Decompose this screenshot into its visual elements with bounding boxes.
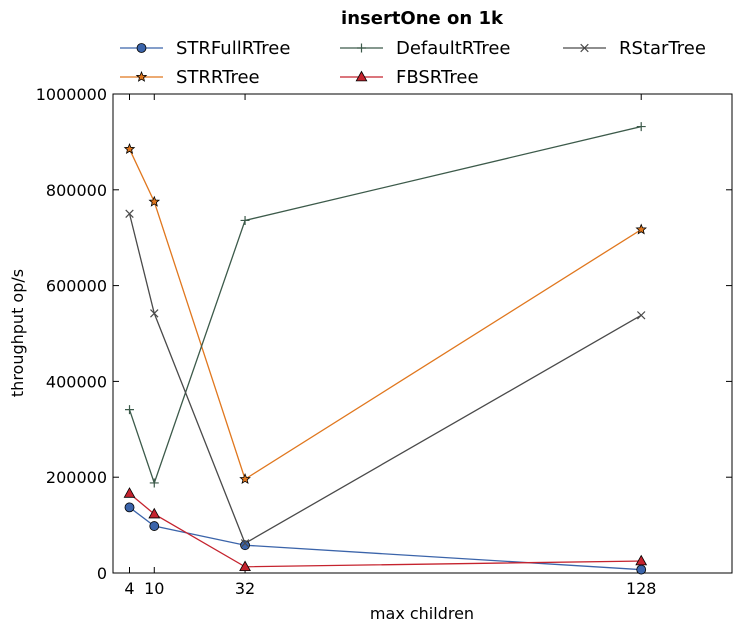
y-axis-label: throughput op/s	[8, 269, 27, 397]
legend-item-strfullrtree: STRFullRTree	[120, 38, 290, 59]
legend-marker	[357, 43, 366, 53]
data-point-fbsrtree	[148, 507, 161, 519]
legend: STRFullRTree STRRTree DefaultRTree FBSRTree…	[120, 38, 706, 88]
plot-area: 4 10 32 128 0 200000 400000 600000 800000 100000…	[36, 85, 733, 598]
x-axis: 4 10 32 128	[124, 94, 656, 598]
series-lines	[128, 125, 642, 571]
series-line-strfullrtree	[129, 506, 642, 571]
y-tick-label: 800000	[46, 181, 107, 200]
legend-label: RStarTree	[619, 38, 706, 59]
legend-label: DefaultRTree	[396, 38, 510, 59]
series-line-fbsrtree	[129, 492, 642, 568]
data-point-strrtree	[123, 143, 136, 155]
y-tick-label: 1000000	[36, 85, 107, 104]
x-axis-label: max children	[370, 604, 474, 623]
y-tick-label: 400000	[46, 372, 107, 391]
data-point-fbsrtree	[635, 554, 648, 566]
data-point-strfullrtree	[240, 540, 250, 551]
data-point-defaultrtree	[240, 215, 250, 225]
y-tick-label: 200000	[46, 468, 107, 487]
legend-label: STRRTree	[176, 67, 260, 88]
x-tick-label: 4	[124, 579, 134, 598]
x-tick-label: 32	[235, 579, 255, 598]
data-point-strrtree	[148, 195, 161, 207]
data-point-defaultrtree	[636, 122, 646, 132]
data-point-strrtree	[635, 223, 647, 235]
data-point-defaultrtree	[149, 478, 159, 488]
y-axis: 0 200000 400000 600000 800000 1000000	[36, 85, 732, 583]
x-tick-label: 128	[626, 579, 657, 598]
data-point-strfullrtree	[149, 521, 160, 531]
legend-label: STRFullRTree	[176, 38, 290, 59]
data-point-fbsrtree	[123, 487, 136, 498]
data-point-defaultrtree	[125, 405, 135, 415]
data-point-rstartree	[125, 209, 134, 218]
legend-label: FBSRTree	[396, 67, 479, 88]
series-line-rstartree	[128, 213, 642, 545]
series-line-defaultrtree	[128, 125, 642, 485]
y-tick-label: 0	[97, 564, 107, 583]
legend-item-fbsrtree: FBSRTree	[340, 67, 479, 88]
legend-marker	[136, 43, 147, 53]
x-tick-label: 10	[144, 579, 164, 598]
data-point-strrtree	[239, 473, 251, 485]
data-point-rstartree	[240, 539, 250, 548]
legend-item-strrtree: STRRTree	[120, 67, 260, 88]
data-point-fbsrtree	[239, 560, 251, 572]
legend-marker	[580, 43, 589, 53]
legend-marker	[355, 70, 368, 82]
legend-item-defaultrtree: DefaultRTree	[340, 38, 510, 59]
data-point-strfullrtree	[124, 502, 135, 513]
data-point-rstartree	[636, 311, 646, 320]
chart-title: insertOne on 1k	[341, 8, 504, 29]
legend-item-rstartree: RStarTree	[563, 38, 706, 59]
series-line-strrtree	[128, 148, 642, 481]
series-markers	[123, 122, 648, 575]
plot-frame	[112, 93, 733, 574]
legend-marker	[135, 70, 148, 82]
data-point-rstartree	[150, 309, 159, 318]
y-tick-label: 600000	[46, 277, 107, 296]
data-point-strfullrtree	[636, 564, 647, 575]
